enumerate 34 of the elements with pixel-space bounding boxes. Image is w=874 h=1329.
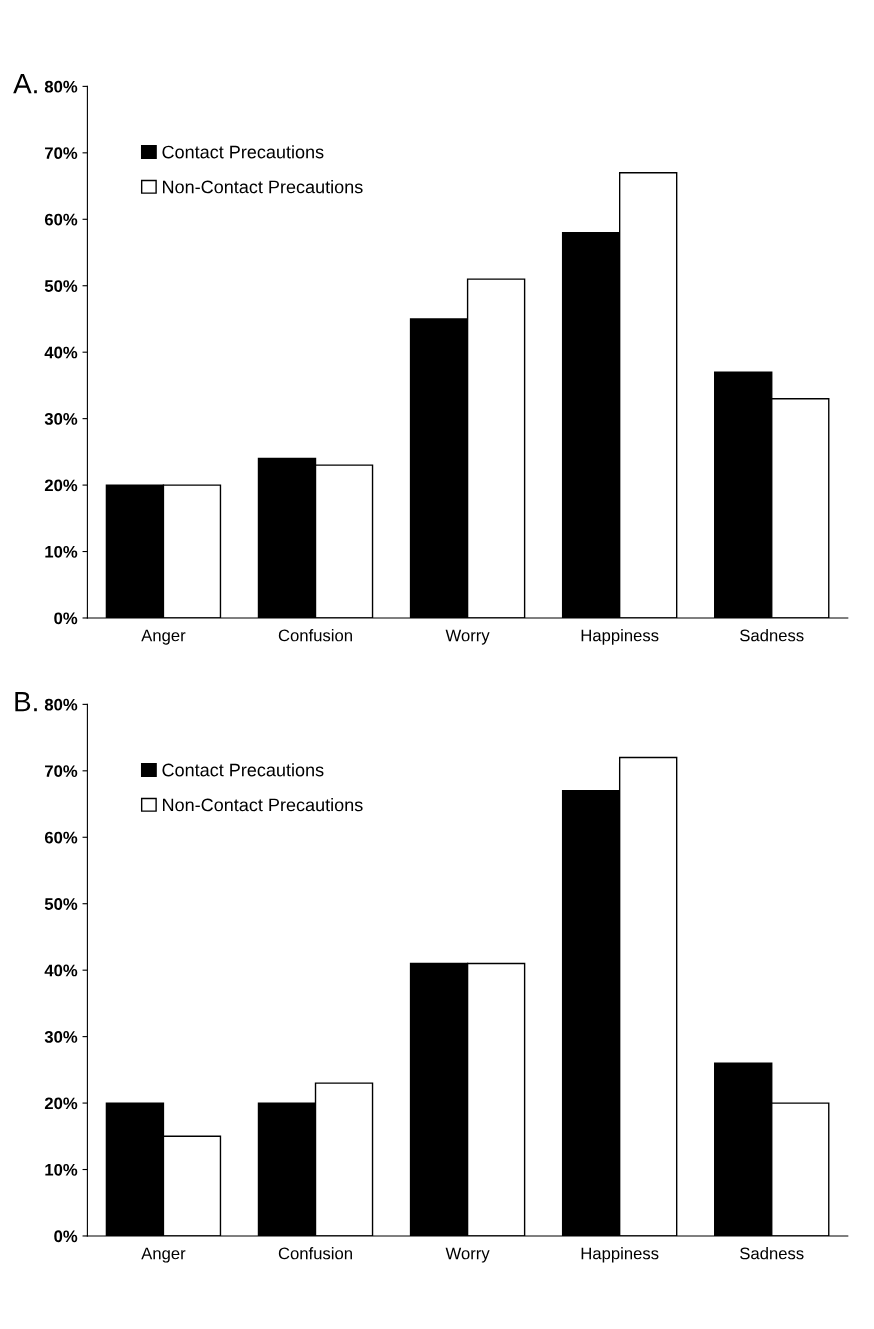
x-tick-label: Sadness <box>740 1247 804 1260</box>
y-tick-label: 40% <box>44 346 78 359</box>
y-tick-label: 0% <box>54 1230 78 1243</box>
x-tick-label: Worry <box>445 629 490 645</box>
y-tick-label: 40% <box>44 964 78 977</box>
y-tick-label: 60% <box>44 213 78 226</box>
y-tick-label: 30% <box>44 1031 78 1043</box>
legend-label: Non-Contact Precautions <box>163 180 363 194</box>
x-tick-label: Happiness <box>581 1247 659 1263</box>
y-tick-label: 80% <box>44 80 78 93</box>
x-tick-label: Sadness <box>740 629 804 642</box>
x-tick-label: Happiness <box>581 629 659 645</box>
legend-label: Contact Precautions <box>162 145 324 159</box>
y-tick-label: 0% <box>54 612 78 625</box>
y-tick-label: 50% <box>44 898 78 910</box>
x-tick-label: Confusion <box>278 1247 352 1260</box>
x-tick-label: Worry <box>445 1247 490 1263</box>
y-tick-label: 80% <box>44 698 78 711</box>
y-tick-label: 30% <box>44 413 78 425</box>
y-tick-label: 60% <box>44 831 78 844</box>
legend-label: Non-Contact Precautions <box>163 798 363 812</box>
y-tick-label: 70% <box>45 147 78 160</box>
x-tick-label: Anger <box>141 1247 186 1263</box>
y-tick-label: 50% <box>44 280 78 292</box>
y-tick-label: 10% <box>45 545 78 558</box>
y-tick-label: 70% <box>45 765 78 778</box>
chart-title: A. <box>13 74 37 94</box>
x-tick-label: Confusion <box>278 629 352 642</box>
y-tick-label: 20% <box>44 1097 78 1110</box>
legend-label: Contact Precautions <box>162 763 324 777</box>
x-tick-label: Anger <box>141 629 186 645</box>
y-tick-label: 10% <box>45 1163 78 1176</box>
chart-title: B. <box>15 692 37 712</box>
y-tick-label: 20% <box>44 479 78 492</box>
